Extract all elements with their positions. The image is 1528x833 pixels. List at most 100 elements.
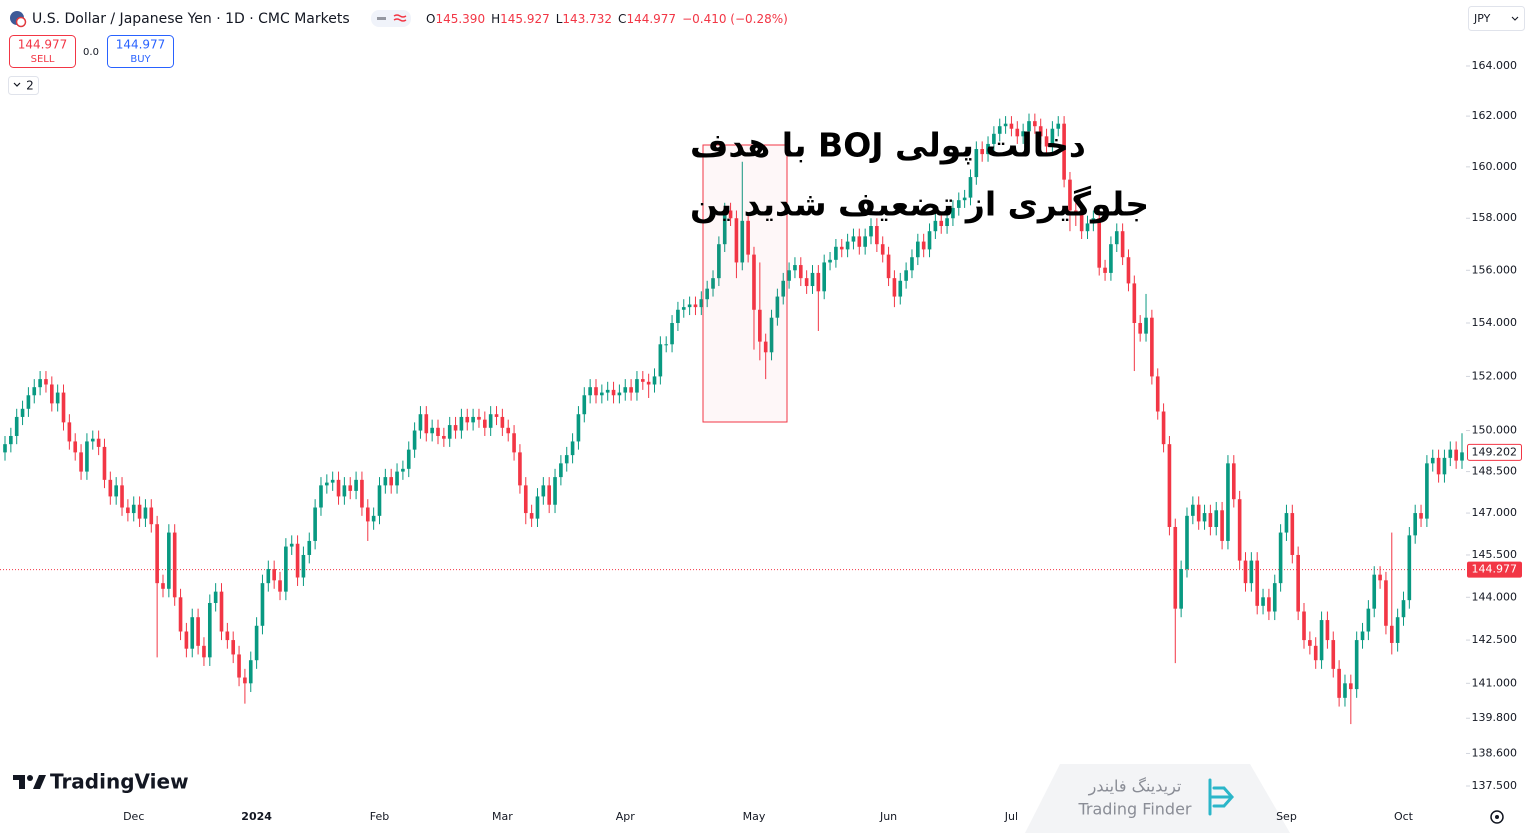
y-tick-label: 141.000 (1472, 676, 1518, 689)
candle-body (453, 425, 458, 431)
candle-body (155, 524, 159, 584)
candle-body (687, 304, 692, 308)
candle-body (1132, 283, 1137, 324)
logo-shape (27, 775, 33, 781)
price-line-box (1467, 561, 1522, 578)
buy-button[interactable] (107, 35, 174, 68)
candle-body (910, 257, 914, 271)
candle-body (1278, 532, 1283, 584)
candle-body (237, 654, 241, 678)
candle-body (61, 392, 66, 423)
candle-body (184, 631, 189, 649)
candle-body (1284, 513, 1289, 533)
candle-body (1389, 625, 1394, 643)
candle-body (717, 244, 721, 279)
candle-body (681, 307, 686, 310)
candle-body (307, 540, 312, 555)
candle-body (1378, 574, 1382, 581)
status-icon (393, 14, 407, 22)
candle-body (1091, 218, 1096, 224)
candle-body (442, 435, 446, 439)
x-tick-label: Apr (616, 810, 636, 823)
candle-body (354, 479, 358, 491)
candle-body (3, 444, 7, 453)
candle-body (705, 288, 709, 300)
candle-body (594, 387, 598, 396)
candle-body (1354, 640, 1359, 690)
ohlc-key: O (426, 12, 435, 26)
candle-body (728, 210, 733, 219)
candle-body (1038, 126, 1043, 137)
candle-body (401, 468, 405, 472)
sell-label: SELL (31, 54, 55, 65)
candle-body (1460, 452, 1464, 461)
candle-body (143, 507, 148, 519)
candle-body (1056, 123, 1061, 129)
candle-body (664, 344, 669, 346)
candle-body (810, 272, 815, 287)
candle-body (295, 543, 300, 578)
y-tick-label: 156.000 (1472, 263, 1518, 276)
candle-body (904, 270, 908, 281)
candle-body (430, 427, 434, 434)
last-value-label: 149.202 (1472, 445, 1518, 458)
candle-body (213, 591, 218, 603)
candle-body (1360, 631, 1365, 641)
candle-body (20, 408, 25, 417)
candle-body (225, 631, 230, 641)
settings-icon[interactable] (1490, 810, 1504, 824)
candle-body (986, 143, 990, 155)
candle-body (758, 309, 762, 342)
chevron (13, 82, 21, 87)
candle-body (1425, 463, 1429, 519)
x-tick-label: Mar (492, 810, 513, 823)
ohlc-value: 144.977 (626, 12, 676, 26)
candle-body (330, 479, 335, 483)
candle-body (231, 640, 236, 655)
currency-button[interactable] (1468, 6, 1525, 31)
candle-body (839, 246, 844, 250)
candle-body (1267, 597, 1271, 612)
candle-body (898, 280, 903, 297)
x-tick-label: 2024 (241, 810, 272, 823)
candle-body (869, 226, 873, 237)
indicator-toggle[interactable] (8, 76, 39, 95)
x-tick-label: May (743, 810, 766, 823)
candle-body (266, 569, 271, 584)
candle-body (857, 236, 862, 247)
candle-body (734, 218, 739, 263)
candle-body (219, 591, 224, 632)
y-tick-label: 160.000 (1472, 160, 1518, 173)
y-tick-label: 154.000 (1472, 316, 1518, 329)
candle-body (383, 477, 388, 486)
candle-body (1220, 510, 1224, 541)
candle-body (26, 395, 31, 409)
candle-body (1021, 131, 1025, 137)
ohlc-value: 145.390 (435, 12, 485, 26)
plot-area (0, 113, 1466, 725)
spread: 0.0 (83, 47, 99, 58)
candle-body (980, 149, 984, 155)
candle-body (1167, 444, 1172, 527)
candle-body (424, 414, 429, 434)
flag-icon (15, 16, 27, 28)
candle-body (769, 317, 774, 353)
candle-body (974, 149, 979, 178)
candle-body (1062, 123, 1066, 180)
symbol-title[interactable]: U.S. Dollar / Japanese Yen · 1D · CMC Ma… (32, 11, 350, 27)
status-pill[interactable] (371, 10, 411, 27)
candle-body (389, 477, 394, 486)
change: −0.410 (−0.28%) (682, 12, 788, 26)
candle-body (73, 441, 78, 453)
candle-body (336, 479, 341, 497)
candle-body (38, 379, 42, 388)
watermark-fa: تریدینگ فایندر (1088, 777, 1182, 797)
candle-body (1202, 513, 1207, 522)
candle-body (1237, 499, 1242, 561)
candle-body (1366, 608, 1371, 632)
y-tick-label: 139.800 (1472, 711, 1518, 724)
candle-body (488, 414, 493, 428)
sell-button[interactable] (9, 35, 76, 68)
